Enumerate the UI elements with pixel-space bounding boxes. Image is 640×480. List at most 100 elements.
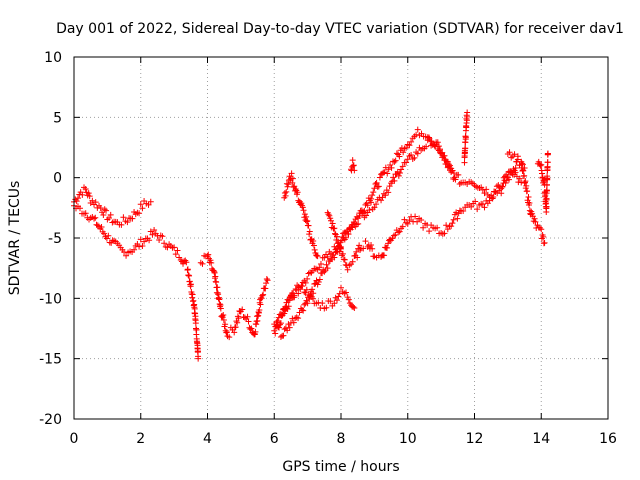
data-point-marker — [248, 325, 255, 332]
data-point-marker — [214, 284, 221, 291]
data-point-marker — [371, 204, 378, 211]
data-point-marker — [447, 162, 454, 169]
data-point-marker — [412, 213, 419, 220]
data-point-marker — [103, 235, 110, 242]
data-point-marker — [353, 248, 360, 255]
data-point-marker — [345, 231, 352, 238]
data-point-marker — [453, 209, 460, 216]
data-point-marker — [244, 313, 251, 320]
data-point-marker — [406, 142, 413, 149]
data-point-marker — [302, 289, 309, 296]
data-point-marker — [483, 186, 490, 193]
data-point-marker — [241, 314, 248, 321]
data-point-marker — [341, 256, 348, 263]
x-tick-label: 2 — [136, 431, 145, 447]
data-point-marker — [219, 312, 226, 319]
data-point-marker — [404, 220, 411, 227]
data-point-marker — [532, 218, 539, 225]
data-point-marker — [75, 195, 82, 202]
data-point-marker — [303, 213, 310, 220]
data-point-marker — [231, 329, 238, 336]
data-point-marker — [519, 160, 526, 167]
data-point-marker — [101, 206, 108, 213]
data-point-marker — [199, 260, 206, 267]
data-point-marker — [291, 294, 298, 301]
data-point-marker — [100, 212, 107, 219]
data-point-marker — [137, 236, 144, 243]
data-point-marker — [468, 203, 475, 210]
data-point-marker — [304, 300, 311, 307]
data-point-marker — [350, 162, 357, 169]
data-point-marker — [276, 321, 283, 328]
data-point-marker — [460, 208, 467, 215]
data-point-marker — [418, 217, 425, 224]
data-point-marker — [331, 254, 338, 261]
y-tick-label: -5 — [48, 231, 62, 247]
data-point-marker — [311, 246, 318, 253]
data-point-marker — [449, 220, 456, 227]
data-point-marker — [285, 303, 292, 310]
y-tick-label: -15 — [39, 352, 62, 368]
data-point-marker — [344, 294, 351, 301]
data-point-marker — [541, 239, 548, 246]
data-point-marker — [274, 318, 281, 325]
data-point-marker — [353, 213, 360, 220]
data-point-marker — [474, 206, 481, 213]
data-point-marker — [288, 170, 295, 177]
data-point-marker — [391, 177, 398, 184]
data-point-marker — [234, 319, 241, 326]
data-point-marker — [305, 270, 312, 277]
data-point-marker — [338, 284, 344, 291]
data-point-marker — [149, 231, 156, 238]
data-point-marker — [192, 320, 199, 327]
data-point-marker — [289, 290, 296, 297]
data-point-marker — [171, 244, 178, 251]
x-tick-label: 0 — [70, 431, 79, 447]
data-point-marker — [373, 201, 380, 208]
data-point-marker — [306, 231, 313, 238]
data-point-marker — [264, 277, 271, 284]
data-point-marker — [349, 224, 356, 231]
data-point-marker — [346, 225, 353, 232]
data-point-marker — [434, 139, 441, 146]
data-point-marker — [391, 158, 398, 165]
y-tick-label: 0 — [53, 171, 62, 187]
data-point-marker — [393, 150, 400, 157]
data-point-marker — [147, 228, 154, 235]
data-point-marker — [371, 185, 378, 192]
data-point-marker — [505, 168, 512, 175]
data-point-marker — [301, 301, 308, 308]
data-point-marker — [343, 289, 350, 296]
data-point-marker — [137, 201, 144, 208]
data-point-marker — [489, 195, 496, 202]
data-point-marker — [172, 251, 179, 258]
data-point-marker — [131, 246, 138, 253]
x-axis-label: GPS time / hours — [282, 459, 399, 475]
data-point-marker — [526, 199, 533, 206]
data-point-marker — [290, 319, 297, 326]
data-point-marker — [516, 175, 523, 182]
data-point-marker — [280, 332, 287, 339]
data-point-marker — [272, 330, 279, 337]
data-point-marker — [299, 307, 306, 314]
y-tick-label: -10 — [39, 291, 62, 307]
data-point-marker — [277, 311, 284, 318]
data-point-marker — [146, 237, 153, 244]
data-point-marker — [222, 321, 229, 328]
data-point-marker — [411, 154, 418, 161]
data-point-marker — [395, 172, 402, 179]
data-point-marker — [481, 190, 488, 197]
data-point-marker — [184, 266, 191, 273]
data-point-marker — [302, 279, 309, 286]
data-point-marker — [338, 245, 344, 252]
data-point-marker — [257, 301, 264, 308]
data-point-marker — [121, 249, 128, 256]
data-point-marker — [486, 197, 493, 204]
data-point-marker — [350, 303, 357, 310]
data-point-marker — [513, 158, 520, 165]
data-point-marker — [511, 151, 518, 158]
data-point-marker — [77, 205, 84, 212]
data-point-marker — [98, 223, 105, 230]
data-point-marker — [408, 138, 415, 145]
data-point-marker — [522, 178, 529, 185]
